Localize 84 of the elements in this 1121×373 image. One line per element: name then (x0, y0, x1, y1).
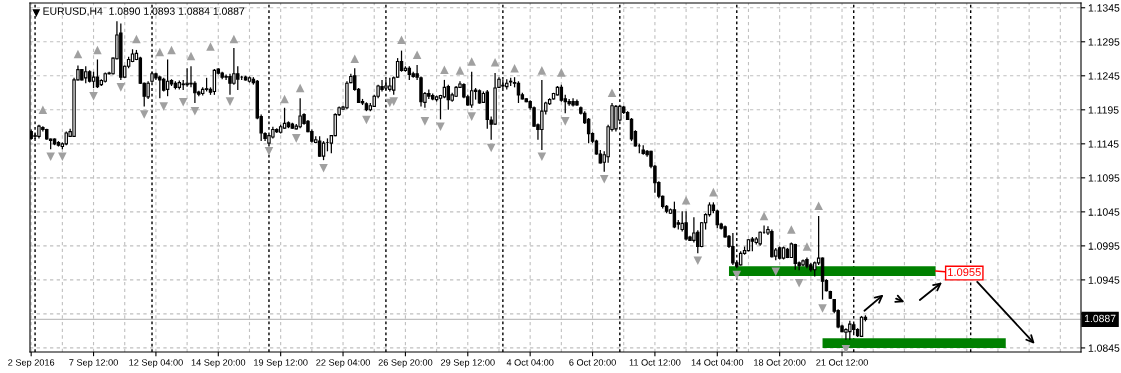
x-tick-label: 2 Sep 2016 (8, 359, 55, 368)
point (841, 345, 851, 352)
y-tick-label: 1.0995 (1088, 242, 1120, 250)
candlestick (321, 140, 326, 161)
point (89, 91, 98, 101)
point (771, 267, 781, 276)
point (264, 147, 274, 156)
point (455, 66, 465, 75)
point (206, 42, 215, 51)
y-tick-label: 1.0945 (1088, 276, 1120, 284)
candlestick (236, 65, 240, 91)
point (537, 66, 547, 75)
y-tick-label: 1.1045 (1088, 208, 1120, 216)
candlestick (228, 73, 232, 96)
x-tick-label: 14 Sep 20:00 (191, 359, 246, 368)
candlestick (684, 210, 688, 242)
point (46, 152, 55, 162)
y-tick-label: 1.1195 (1088, 106, 1119, 114)
point (557, 68, 566, 77)
annotation: 1.0955 (948, 268, 981, 277)
candlestick (185, 67, 189, 88)
x-tick-label: 18 Oct 20:00 (754, 359, 806, 366)
point (38, 105, 48, 115)
candlestick (298, 97, 302, 129)
candlestick (540, 79, 544, 151)
point (732, 270, 742, 280)
point (681, 196, 691, 205)
point (58, 152, 67, 162)
point (225, 97, 235, 106)
ref-line-label: 1.0887 (1084, 314, 1116, 323)
candlestick (380, 79, 384, 93)
point (139, 110, 149, 119)
point (350, 54, 360, 64)
point (420, 117, 430, 126)
x-tick-label: 4 Oct 04:00 (506, 359, 554, 366)
point (155, 47, 165, 57)
point (693, 256, 703, 266)
point (116, 83, 126, 92)
point (397, 35, 406, 45)
x-tick-label: 7 Sep 12:00 (69, 359, 118, 368)
point (510, 64, 519, 73)
point (787, 225, 796, 234)
point (389, 97, 398, 106)
point (190, 106, 200, 116)
candlestick (224, 73, 228, 81)
candlestick (848, 320, 852, 341)
point (319, 164, 328, 173)
point (814, 201, 823, 211)
point (818, 304, 827, 313)
candlestick (692, 216, 696, 244)
y-tick-label: 1.1345 (1088, 4, 1120, 12)
x-tick-label: 21 Oct 12:00 (816, 359, 868, 366)
point (599, 174, 609, 184)
x-tick-label: 6 Oct 20:00 (569, 359, 616, 366)
x-tick-label: 14 Oct 04:00 (691, 359, 744, 366)
x-tick-label: 26 Sep 20:00 (378, 359, 433, 368)
point (440, 65, 449, 74)
chart-title: EURUSD,H4 1.0890 1.0893 1.0884 1.0887 (43, 7, 245, 17)
point (295, 83, 305, 93)
point (159, 102, 168, 111)
x-tick-label: 12 Sep 04:00 (129, 359, 183, 368)
point (178, 98, 188, 107)
candlestick (820, 256, 825, 301)
y-tick-label: 1.1295 (1088, 38, 1120, 46)
y-tick-label: 1.1245 (1088, 72, 1120, 80)
candlestick (282, 107, 287, 130)
point (560, 117, 570, 126)
point (802, 242, 812, 251)
x-tick-label: 19 Sep 12:00 (254, 359, 308, 368)
point (412, 50, 422, 59)
candlestick (793, 243, 797, 271)
x-tick-label: 29 Sep 12:00 (440, 359, 495, 368)
y-tick-label: 1.1145 (1088, 140, 1119, 148)
point (467, 112, 476, 121)
y-tick-label: 1.0845 (1088, 344, 1120, 352)
x-tick-label: 11 Oct 12:00 (629, 359, 681, 366)
point (291, 134, 301, 143)
point (537, 152, 547, 162)
point (467, 57, 476, 66)
point (607, 88, 617, 98)
candlestick (158, 75, 162, 99)
y-tick-label: 1.1095 (1088, 174, 1120, 182)
point (794, 279, 804, 288)
x-tick-label: 22 Sep 04:00 (316, 359, 370, 368)
